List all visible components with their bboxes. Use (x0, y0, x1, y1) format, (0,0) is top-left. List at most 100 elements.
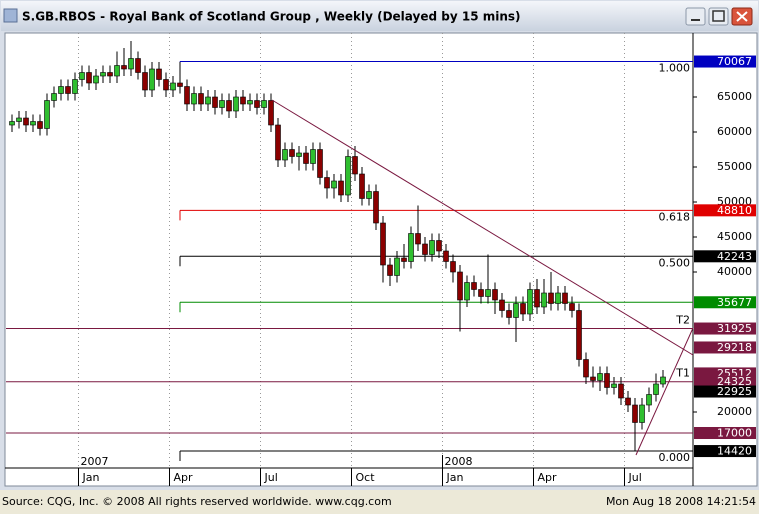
candle-body (156, 68, 162, 80)
candle-body (492, 289, 498, 301)
x-tick-label: Apr (538, 471, 558, 484)
candle-body (429, 240, 435, 255)
candle-body (163, 79, 169, 91)
candle-body (352, 156, 358, 175)
level-box (694, 55, 756, 68)
candle-body (324, 177, 330, 189)
minimize-button[interactable] (685, 7, 706, 26)
level-box (694, 375, 756, 388)
title-bar (1, 1, 758, 31)
level-box-label: 48810 (717, 204, 752, 217)
candle-body (184, 86, 190, 105)
candle-body (338, 180, 344, 196)
candle-body (205, 96, 211, 105)
candle-body (268, 100, 274, 126)
candle-body (604, 373, 610, 388)
candle-body (51, 93, 57, 101)
candle-body (93, 75, 99, 84)
candle-body (443, 250, 449, 262)
candle-body (366, 191, 372, 199)
window-buttons[interactable] (685, 7, 753, 26)
candle-body (534, 289, 540, 308)
candle-body (121, 65, 127, 70)
candle-body (478, 289, 484, 297)
candle-body (401, 257, 407, 262)
candle-body (597, 373, 603, 381)
candle-body (282, 149, 288, 161)
candle-body (646, 394, 652, 406)
level-box-label: 29218 (717, 341, 752, 354)
level-box-label: 31925 (717, 322, 752, 335)
candle-body (23, 117, 29, 126)
candle-body (44, 100, 50, 129)
candle-body (65, 86, 71, 94)
candle-body (177, 82, 183, 87)
level-box (694, 204, 756, 217)
x-tick-label: Jul (264, 471, 278, 484)
candle-body (310, 149, 316, 164)
year-label: 2008 (445, 455, 473, 468)
level-box-label: 24325 (717, 375, 752, 388)
level-box (694, 341, 756, 354)
candle-body (611, 383, 617, 388)
y-tick-label: 45000 (717, 230, 752, 243)
candle-body (394, 257, 400, 276)
candle-body (618, 383, 624, 399)
candle-body (422, 243, 428, 255)
candle-body (58, 86, 64, 94)
x-tick-label: Jan (446, 471, 464, 484)
x-tick-label: Oct (356, 471, 376, 484)
candle-body (562, 292, 568, 304)
y-tick-label: 55000 (717, 160, 752, 173)
candle-body (625, 397, 631, 406)
level-label: 0.618 (659, 210, 691, 223)
app-icon (3, 8, 18, 23)
candle-body (583, 359, 589, 378)
candle-body (639, 404, 645, 423)
candle-body (632, 404, 638, 423)
candle-body (289, 149, 295, 157)
candle-body (513, 303, 519, 318)
candle-body (212, 96, 218, 108)
candle-body (653, 383, 659, 395)
candle-body (86, 72, 92, 84)
candle-body (198, 93, 204, 105)
level-label: T2 (675, 314, 690, 327)
level-label: 0.000 (659, 451, 691, 464)
footer-source: Source: CQG, Inc. © 2008 All rights rese… (2, 495, 392, 508)
candle-body (191, 93, 197, 105)
y-tick-label: 60000 (717, 125, 752, 138)
candle-body (450, 261, 456, 273)
candle-body (303, 152, 309, 164)
level-label: 1.000 (659, 62, 691, 75)
level-label: T1 (675, 367, 690, 380)
candle-body (100, 72, 106, 77)
level-box (694, 385, 756, 398)
candle-body (471, 282, 477, 290)
candle-body (9, 121, 15, 126)
level-box (694, 296, 756, 309)
level-box-label: 42243 (717, 250, 752, 263)
candle-body (380, 222, 386, 266)
level-box (694, 427, 756, 440)
candle-body (317, 149, 323, 178)
candle-body (254, 100, 260, 108)
plot (6, 33, 693, 468)
level-box-label: 35677 (717, 296, 752, 309)
trend-line (271, 99, 694, 356)
candle-body (275, 124, 281, 161)
candle-body (107, 72, 113, 77)
candle-body (226, 100, 232, 112)
candle-body (408, 233, 414, 262)
candle-body (485, 289, 491, 297)
x-tick-label: Apr (174, 471, 194, 484)
candle-body (79, 72, 85, 80)
candle-body (37, 121, 43, 129)
candle-body (555, 292, 561, 304)
year-label: 2007 (81, 455, 109, 468)
maximize-icon (712, 10, 725, 22)
footer-timestamp: Mon Aug 18 2008 14:21:54 (606, 495, 756, 508)
candle-body (576, 310, 582, 360)
level-box-label: 17000 (717, 427, 752, 440)
